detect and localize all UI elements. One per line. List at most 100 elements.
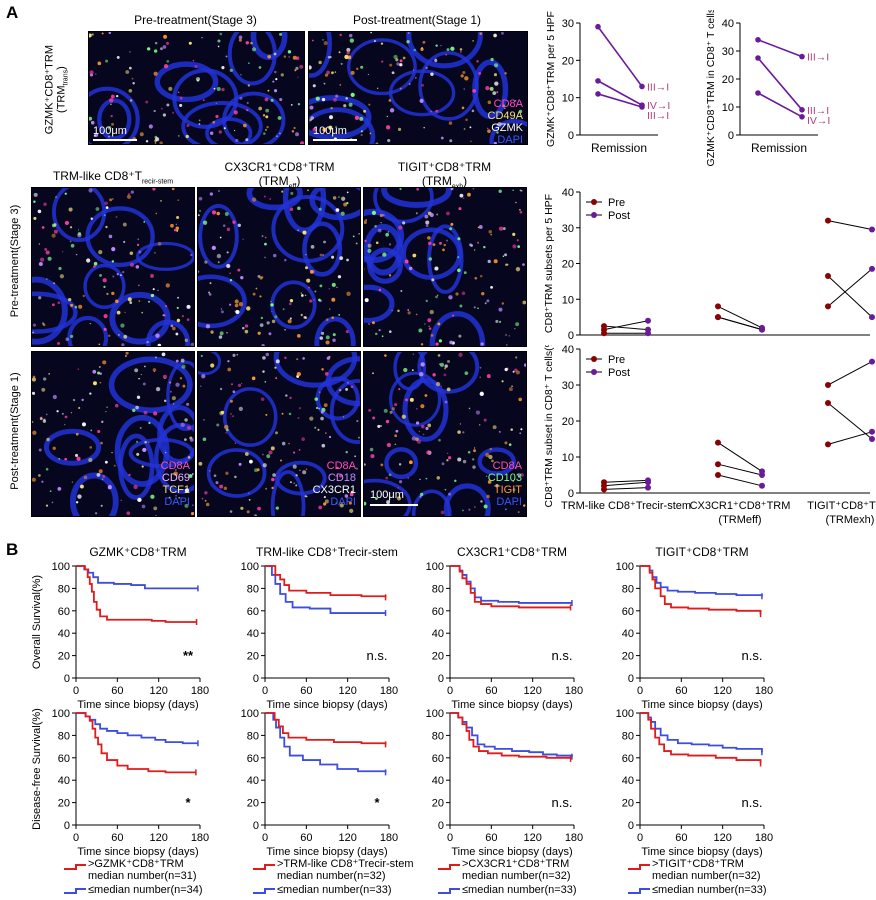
- cell-dot: [155, 212, 158, 215]
- data-point-post: [645, 479, 651, 486]
- cell-dot: [315, 406, 319, 410]
- cell-dot: [264, 236, 267, 239]
- cell-dot: [331, 255, 335, 259]
- cell-dot: [519, 432, 522, 434]
- cell-dot: [153, 71, 158, 76]
- cell-dot: [75, 432, 79, 436]
- cell-dot: [175, 359, 179, 363]
- cell-dot: [306, 278, 311, 283]
- cell-dot: [499, 226, 504, 231]
- cell-dot: [40, 257, 45, 262]
- cell-dot: [186, 124, 190, 128]
- cell-dot: [475, 410, 481, 415]
- cell-dot: [420, 47, 424, 51]
- y-tick-label: 10: [562, 294, 574, 306]
- cell-dot: [171, 396, 176, 401]
- cell-dot: [293, 451, 296, 454]
- cell-dot: [165, 305, 168, 308]
- survival-curve-high: [450, 712, 572, 759]
- cell-dot: [112, 275, 115, 278]
- cell-dot: [319, 391, 321, 393]
- cell-dot: [506, 344, 508, 346]
- y-tick-label: 80: [622, 583, 634, 595]
- cell-dot: [142, 382, 146, 386]
- cell-dot: [186, 318, 190, 321]
- cell-dot: [385, 491, 388, 493]
- data-point-post: [869, 428, 875, 435]
- significance-label: **: [183, 648, 194, 663]
- cell-dot: [450, 222, 454, 226]
- cell-dot: [234, 310, 236, 313]
- survival-curve-high: [76, 712, 196, 774]
- cell-dot: [459, 304, 463, 308]
- crypt-outline: [443, 483, 491, 516]
- cell-dot: [130, 190, 134, 194]
- cell-dot: [202, 99, 205, 102]
- cell-dot: [118, 334, 120, 336]
- cell-dot: [243, 123, 247, 128]
- cell-dot: [450, 46, 455, 51]
- cell-dot: [516, 239, 519, 242]
- cell-dot: [246, 510, 250, 514]
- cell-dot: [163, 34, 168, 39]
- cell-dot: [428, 257, 433, 261]
- crypt-outline: [364, 223, 404, 276]
- cell-dot: [296, 372, 301, 377]
- cell-dot: [184, 488, 190, 493]
- cell-dot: [98, 365, 101, 368]
- crypt-outline: [418, 51, 479, 121]
- cell-dot: [56, 410, 59, 413]
- cell-dot: [398, 388, 401, 391]
- cell-dot: [314, 397, 319, 401]
- cell-dot: [477, 307, 479, 310]
- cell-dot: [445, 53, 448, 56]
- cell-dot: [480, 500, 483, 503]
- cell-dot: [314, 290, 317, 293]
- cell-dot: [364, 268, 366, 270]
- cell-dot: [435, 44, 438, 47]
- crypt-outline: [109, 291, 171, 345]
- data-point-post: [645, 317, 651, 324]
- cell-dot: [120, 274, 122, 276]
- cell-dot: [290, 191, 294, 195]
- survival-curve-low: [265, 565, 386, 614]
- data-point-pre: [595, 78, 601, 84]
- y-tick-label: 20: [622, 651, 634, 663]
- cell-dot: [141, 311, 144, 314]
- cell-dot: [325, 432, 327, 434]
- x-tick-label: 120: [149, 685, 167, 697]
- cell-dot: [435, 381, 441, 387]
- cell-dot: [143, 221, 146, 223]
- cell-dot: [259, 295, 262, 298]
- cell-dot: [219, 411, 224, 416]
- cell-dot: [258, 106, 263, 111]
- cell-dot: [425, 224, 429, 227]
- cell-dot: [122, 222, 127, 227]
- cell-dot: [427, 318, 432, 323]
- cell-dot: [300, 292, 303, 294]
- cell-dot: [108, 234, 113, 239]
- survival-curve-high: [76, 565, 197, 623]
- cell-dot: [324, 73, 329, 77]
- cell-dot: [307, 189, 309, 192]
- cell-dot: [462, 509, 464, 512]
- cell-dot: [419, 98, 424, 103]
- cell-dot: [348, 33, 353, 38]
- cell-dot: [209, 470, 211, 472]
- cell-dot: [459, 193, 464, 198]
- cell-dot: [154, 356, 157, 359]
- cell-dot: [145, 140, 149, 143]
- cell-dot: [103, 214, 106, 217]
- cell-dot: [419, 495, 422, 498]
- cell-dot: [273, 52, 277, 56]
- legend-line-low: [253, 888, 275, 894]
- cell-dot: [188, 41, 192, 45]
- cell-dot: [270, 446, 275, 451]
- cell-dot: [335, 502, 338, 505]
- cell-dot: [282, 308, 285, 311]
- cell-dot: [53, 282, 56, 285]
- cell-dot: [334, 71, 337, 73]
- cell-dot: [512, 370, 515, 373]
- cell-dot: [399, 63, 403, 67]
- cell-dot: [144, 365, 146, 368]
